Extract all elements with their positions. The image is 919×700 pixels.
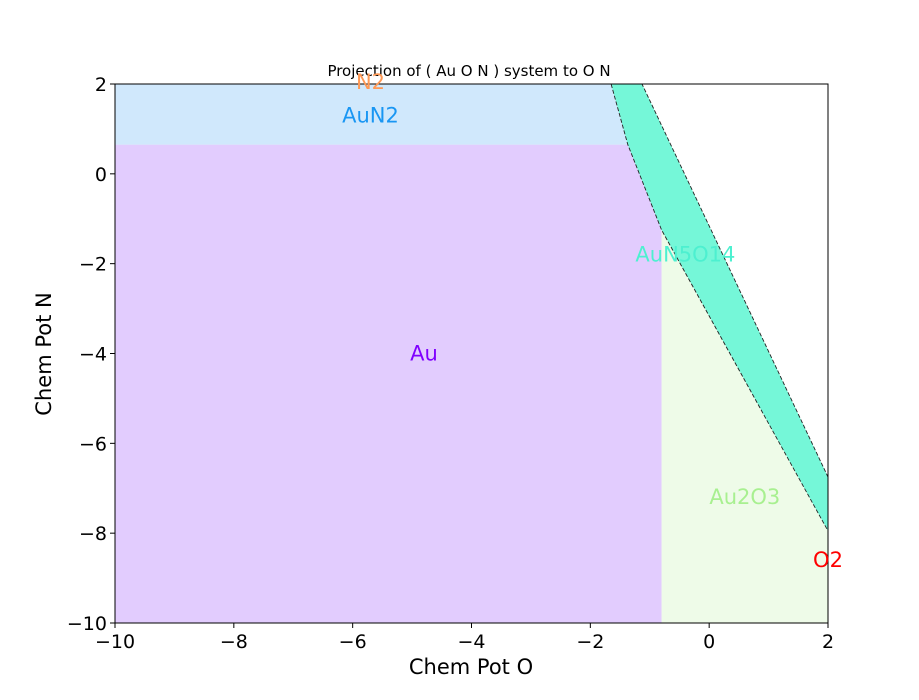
region-label-au: Au bbox=[410, 342, 438, 366]
region-au bbox=[115, 144, 662, 623]
x-tick-label: −10 bbox=[95, 631, 135, 653]
regions-layer bbox=[115, 83, 829, 623]
labels-layer: Au AuN2 Au2O3 AuN5O14 N2 O2 bbox=[342, 70, 843, 572]
y-tick-label: −10 bbox=[67, 613, 107, 635]
region-label-au2o3: Au2O3 bbox=[709, 485, 780, 509]
chart-title: Projection of ( Au O N ) system to O N bbox=[327, 62, 610, 80]
region-au2o3 bbox=[661, 230, 828, 623]
x-tick-label: −8 bbox=[220, 631, 248, 653]
y-tick-label: −6 bbox=[79, 433, 107, 455]
x-tick-label: −6 bbox=[339, 631, 367, 653]
y-tick-label: 2 bbox=[95, 74, 107, 96]
x-axis-label: Chem Pot O bbox=[409, 655, 533, 679]
x-tick-label: −2 bbox=[576, 631, 604, 653]
point-label-o2: O2 bbox=[813, 548, 843, 572]
region-aun2 bbox=[115, 84, 628, 145]
y-tick-label: −2 bbox=[79, 254, 107, 276]
region-label-aun2: AuN2 bbox=[342, 103, 399, 127]
y-tick-label: 0 bbox=[95, 164, 107, 186]
y-tick-label: −4 bbox=[79, 344, 107, 366]
x-tick-label: 2 bbox=[822, 631, 834, 653]
y-tick-label: −8 bbox=[79, 523, 107, 545]
x-tick-label: 0 bbox=[703, 631, 715, 653]
region-label-aun5o14: AuN5O14 bbox=[635, 243, 735, 267]
ticks-layer: −10 −8 −6 −4 −2 0 2 −10 −8 −6 −4 −2 0 2 bbox=[67, 74, 834, 653]
y-axis-label: Chem Pot N bbox=[32, 292, 56, 415]
point-label-n2: N2 bbox=[356, 70, 385, 94]
x-tick-label: −4 bbox=[457, 631, 485, 653]
